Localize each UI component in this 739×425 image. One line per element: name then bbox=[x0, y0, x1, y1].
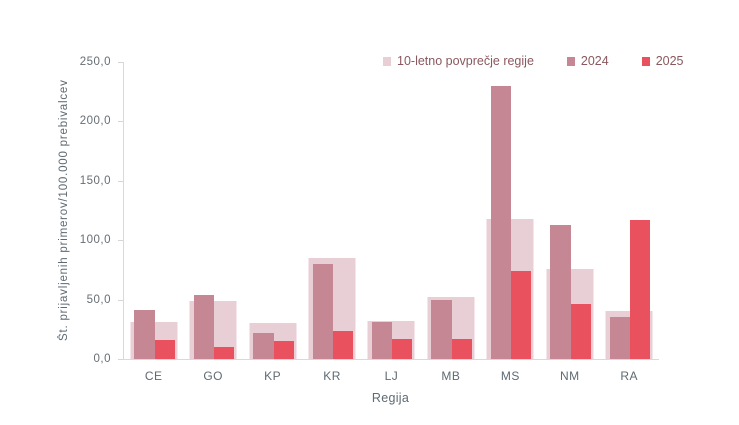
bar-y2024-MB bbox=[431, 299, 452, 359]
x-tick-label-NM: NM bbox=[559, 369, 580, 383]
y-tick-mark bbox=[118, 299, 123, 301]
bar-group-LJ: LJ bbox=[362, 62, 421, 383]
y-tick-mark bbox=[118, 121, 123, 123]
legend-item-y2025: 2025 bbox=[641, 54, 684, 68]
y-tick-mark bbox=[118, 359, 123, 360]
bar-y2024-RA bbox=[609, 317, 631, 359]
x-tick-label-CE: CE bbox=[144, 369, 163, 383]
y-tick-label: 250,0 bbox=[79, 56, 111, 68]
x-tick-label-MB: MB bbox=[441, 369, 461, 383]
legend-swatch-icon bbox=[641, 56, 650, 66]
bar-y2024-CE bbox=[134, 310, 155, 359]
bar-y2025-GO bbox=[214, 347, 235, 359]
x-tick-label-MS: MS bbox=[500, 369, 520, 383]
x-tick-label-RA: RA bbox=[620, 369, 639, 383]
bar-y2024-MS bbox=[490, 85, 512, 359]
chart-legend: 10-letno povprečje regije 2024 2025 bbox=[383, 54, 684, 68]
bar-y2025-KR bbox=[333, 330, 354, 359]
legend-item-y2024: 2024 bbox=[566, 54, 609, 68]
bar-group-NM: NM bbox=[540, 62, 599, 383]
x-tick-label-KP: KP bbox=[264, 369, 282, 383]
bar-group-RA: RA bbox=[600, 62, 659, 383]
y-tick-mark bbox=[118, 62, 123, 63]
bar-y2025-RA bbox=[630, 220, 651, 359]
plot-area: CE GO KP KR LJ MB MS NM RA bbox=[123, 62, 659, 383]
bar-group-CE: CE bbox=[124, 62, 183, 383]
bar-y2024-NM bbox=[550, 224, 571, 359]
bar-y2024-KR bbox=[312, 263, 334, 359]
bar-group-MS: MS bbox=[481, 62, 540, 383]
y-tick-label: 100,0 bbox=[79, 234, 111, 247]
x-tick-label-KR: KR bbox=[323, 369, 341, 383]
x-axis-title: Regija bbox=[371, 391, 410, 405]
bar-group-KR: KR bbox=[302, 62, 361, 383]
bar-y2024-GO bbox=[193, 294, 215, 359]
x-tick-label-LJ: LJ bbox=[384, 369, 399, 383]
x-tick-label-GO: GO bbox=[203, 369, 223, 383]
legend-label: 2025 bbox=[655, 54, 684, 68]
bar-y2025-NM bbox=[570, 304, 591, 359]
bar-y2025-CE bbox=[154, 340, 175, 359]
legend-label: 10-letno povprečje regije bbox=[397, 54, 534, 68]
legend-swatch-icon bbox=[566, 56, 575, 66]
bar-group-KP: KP bbox=[243, 62, 302, 383]
y-tick-label: 150,0 bbox=[79, 174, 111, 187]
legend-swatch-icon bbox=[383, 56, 391, 66]
y-tick-mark bbox=[118, 240, 123, 242]
bar-y2025-KP bbox=[273, 341, 294, 359]
bar-y2024-KP bbox=[253, 332, 274, 359]
bar-y2025-LJ bbox=[392, 338, 413, 359]
legend-label: 2024 bbox=[580, 54, 609, 68]
bar-group-MB: MB bbox=[421, 62, 480, 383]
y-axis-ticks: 0,0 50,0 100,0 150,0 200,0 250,0 bbox=[0, 56, 123, 365]
bar-group-GO: GO bbox=[183, 62, 242, 383]
bar-y2024-LJ bbox=[371, 322, 393, 359]
legend-item-avg: 10-letno povprečje regije bbox=[383, 54, 534, 68]
y-tick-label: 50,0 bbox=[86, 293, 111, 306]
bar-y2025-MB bbox=[451, 338, 472, 359]
y-tick-mark bbox=[118, 180, 123, 182]
y-tick-label: 200,0 bbox=[79, 115, 111, 128]
bar-y2025-MS bbox=[511, 271, 532, 359]
y-tick-label: 0,0 bbox=[93, 353, 111, 365]
